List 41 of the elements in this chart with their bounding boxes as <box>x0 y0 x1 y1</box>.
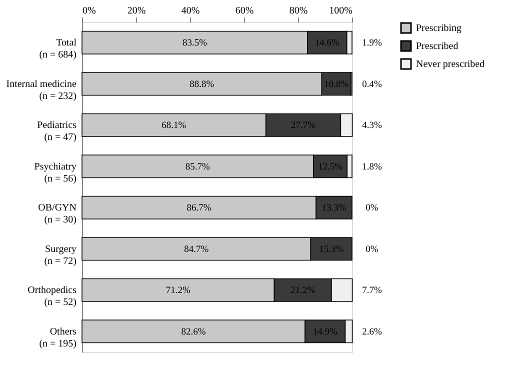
y-tick-label: Pediatrics (n = 47) <box>37 120 77 144</box>
x-tick-label: 40% <box>181 6 200 16</box>
x-tick-label: 0% <box>82 6 96 16</box>
data-label: 15.3% <box>319 244 344 255</box>
data-label: 7.7% <box>362 286 382 296</box>
data-label: 4.3% <box>362 121 382 132</box>
legend-label: Prescribed <box>416 41 458 52</box>
y-tick-label: Psychiatry (n = 56) <box>34 161 76 184</box>
data-label: 68.1% <box>162 121 186 132</box>
data-label: 0% <box>366 204 378 214</box>
data-label: 13.3% <box>322 204 346 214</box>
data-label: 0.4% <box>362 80 382 90</box>
data-label: 21.2% <box>290 286 316 296</box>
x-tick-label: 80% <box>289 6 308 16</box>
data-label: 27.7% <box>290 121 316 132</box>
y-tick-label: Orthopedics (n = 52) <box>28 285 77 308</box>
x-tick-label: 20% <box>127 6 146 16</box>
data-label: 0% <box>366 244 378 255</box>
data-label: 71.2% <box>166 286 190 296</box>
data-label: 85.7% <box>185 162 210 172</box>
data-label: 2.6% <box>362 327 382 338</box>
y-tick-label: Others (n = 195) <box>39 326 77 350</box>
y-tick-label: OB/GYN (n = 30) <box>38 202 76 226</box>
data-label: 10.8% <box>324 80 349 90</box>
data-label: 82.6% <box>181 327 206 338</box>
data-label: 12.5% <box>318 162 343 172</box>
x-tick-label: 100% <box>329 6 352 16</box>
data-label: 1.8% <box>362 162 382 172</box>
legend-label: Prescribing <box>416 23 462 34</box>
y-tick-label: Surgery (n = 72) <box>44 244 76 267</box>
data-label: 83.5% <box>182 38 208 49</box>
data-label: 14.9% <box>312 327 338 338</box>
data-label: 14.6% <box>314 38 340 49</box>
y-tick-label: Internal medicine (n = 232) <box>6 78 78 102</box>
y-tick-label: Total (n = 684) <box>39 38 77 61</box>
data-label: 86.7% <box>186 204 212 214</box>
legend-label: Never prescribed <box>416 59 485 70</box>
data-label: 84.7% <box>184 244 209 255</box>
x-tick-label: 60% <box>235 6 254 16</box>
data-label: 1.9% <box>362 38 382 49</box>
data-label: 88.8% <box>190 80 214 90</box>
